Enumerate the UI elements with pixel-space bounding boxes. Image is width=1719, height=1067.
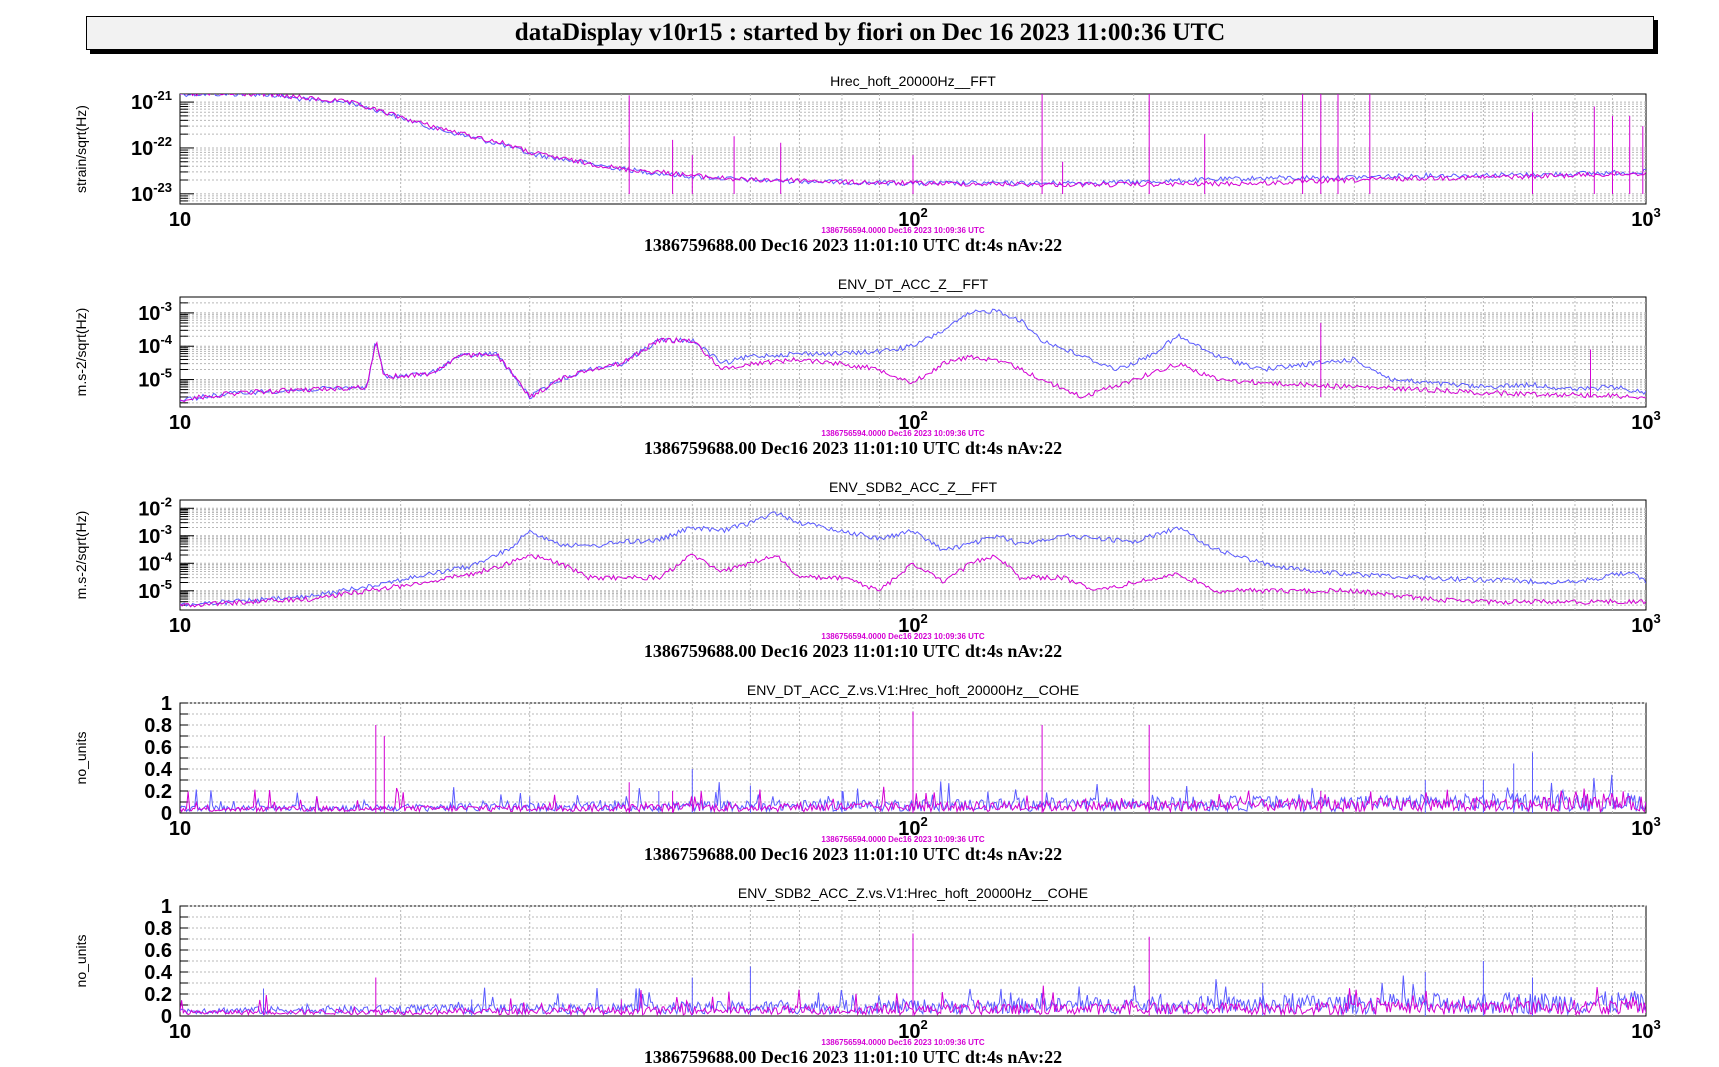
x-tick-label: 102 <box>898 814 927 840</box>
y-tick-label: 0.6 <box>144 737 172 759</box>
y-tick-label: 10-4 <box>138 549 173 575</box>
x-tick-label: 102 <box>898 1017 927 1043</box>
y-tick-label: 0 <box>161 1006 172 1028</box>
display-banner: dataDisplay v10r15 : started by fiori on… <box>86 16 1654 50</box>
y-tick-label: 0.6 <box>144 940 172 962</box>
y-axis-label: m.s-2/sqrt(Hz) <box>73 511 89 600</box>
y-tick-label: 1 <box>161 896 172 918</box>
y-tick-label: 10-23 <box>131 180 172 206</box>
y-tick-label: 10-5 <box>138 577 172 603</box>
plot-footer: 1386759688.00 Dec16 2023 11:01:10 UTC dt… <box>644 1047 1062 1067</box>
plot-title: ENV_SDB2_ACC_Z__FFT <box>829 479 998 495</box>
plot-2: ENV_DT_ACC_Z__FFT m.s-2/sqrt(Hz) 10-3 10-4 1… <box>73 276 1661 458</box>
reference-timestamp: 1386756594.0000 Dec16 2023 10:09:36 UTC <box>821 1038 984 1047</box>
y-tick-label: 10-2 <box>138 494 172 520</box>
reference-timestamp: 1386756594.0000 Dec16 2023 10:09:36 UTC <box>821 429 984 438</box>
plot-title: ENV_SDB2_ACC_Z.vs.V1:Hrec_hoft_20000Hz__… <box>738 885 1088 901</box>
x-tick-label: 10 <box>169 1021 191 1043</box>
x-tick-label: 102 <box>898 611 927 637</box>
y-tick-label: 10-3 <box>138 522 172 548</box>
x-tick-label: 10 <box>169 818 191 840</box>
y-axis-label: no_units <box>73 935 89 988</box>
y-tick-label: 1 <box>161 693 172 715</box>
current-trace <box>180 94 1646 194</box>
y-tick-label: 10-5 <box>138 366 172 392</box>
reference-timestamp: 1386756594.0000 Dec16 2023 10:09:36 UTC <box>821 835 984 844</box>
plot-title: ENV_DT_ACC_Z.vs.V1:Hrec_hoft_20000Hz__CO… <box>747 682 1079 698</box>
plot-title: Hrec_hoft_20000Hz__FFT <box>830 73 996 89</box>
plot-1: Hrec_hoft_20000Hz__FFT strain/sqrt(Hz) 10-… <box>73 73 1661 255</box>
x-tick-label: 103 <box>1631 205 1660 231</box>
plot-footer: 1386759688.00 Dec16 2023 11:01:10 UTC dt… <box>644 235 1062 255</box>
x-tick-label: 10 <box>169 209 191 231</box>
x-tick-label: 102 <box>898 408 927 434</box>
y-axis-label: strain/sqrt(Hz) <box>73 105 89 193</box>
x-tick-label: 10 <box>169 412 191 434</box>
plot-5: ENV_SDB2_ACC_Z.vs.V1:Hrec_hoft_20000Hz__… <box>73 885 1661 1067</box>
y-tick-label: 10-3 <box>138 299 172 325</box>
current-trace <box>180 553 1646 608</box>
current-trace <box>180 933 1646 1016</box>
reference-trace <box>180 511 1646 608</box>
x-tick-label: 103 <box>1631 408 1660 434</box>
y-tick-label: 0.4 <box>144 962 173 984</box>
y-axis-label: m.s-2/sqrt(Hz) <box>73 308 89 397</box>
current-trace <box>180 322 1646 403</box>
y-tick-label: 0.2 <box>144 781 172 803</box>
x-tick-label: 10 <box>169 615 191 637</box>
x-tick-label: 103 <box>1631 611 1660 637</box>
current-trace <box>180 711 1646 813</box>
y-tick-label: 10-21 <box>131 88 172 114</box>
y-tick-label: 0.2 <box>144 984 172 1006</box>
plot-footer: 1386759688.00 Dec16 2023 11:01:10 UTC dt… <box>644 641 1062 661</box>
plot-3: ENV_SDB2_ACC_Z__FFTm.s-2/sqrt(Hz)10-210-… <box>73 479 1661 661</box>
y-tick-label: 10-22 <box>131 134 172 160</box>
reference-timestamp: 1386756594.0000 Dec16 2023 10:09:36 UTC <box>821 632 984 641</box>
y-tick-label: 0.8 <box>144 918 172 940</box>
y-tick-label: 10-4 <box>138 332 173 358</box>
y-axis-label: no_units <box>73 732 89 785</box>
plot-4: ENV_DT_ACC_Z.vs.V1:Hrec_hoft_20000Hz__CO… <box>73 682 1661 864</box>
y-tick-label: 0.8 <box>144 715 172 737</box>
y-tick-label: 0.4 <box>144 759 173 781</box>
plot-footer: 1386759688.00 Dec16 2023 11:01:10 UTC dt… <box>644 844 1062 864</box>
x-tick-label: 102 <box>898 205 927 231</box>
plot-title: ENV_DT_ACC_Z__FFT <box>838 276 989 292</box>
x-tick-label: 103 <box>1631 1017 1660 1043</box>
reference-timestamp: 1386756594.0000 Dec16 2023 10:09:36 UTC <box>821 226 984 235</box>
x-tick-label: 103 <box>1631 814 1660 840</box>
y-tick-label: 0 <box>161 803 172 825</box>
plot-footer: 1386759688.00 Dec16 2023 11:01:10 UTC dt… <box>644 438 1062 458</box>
